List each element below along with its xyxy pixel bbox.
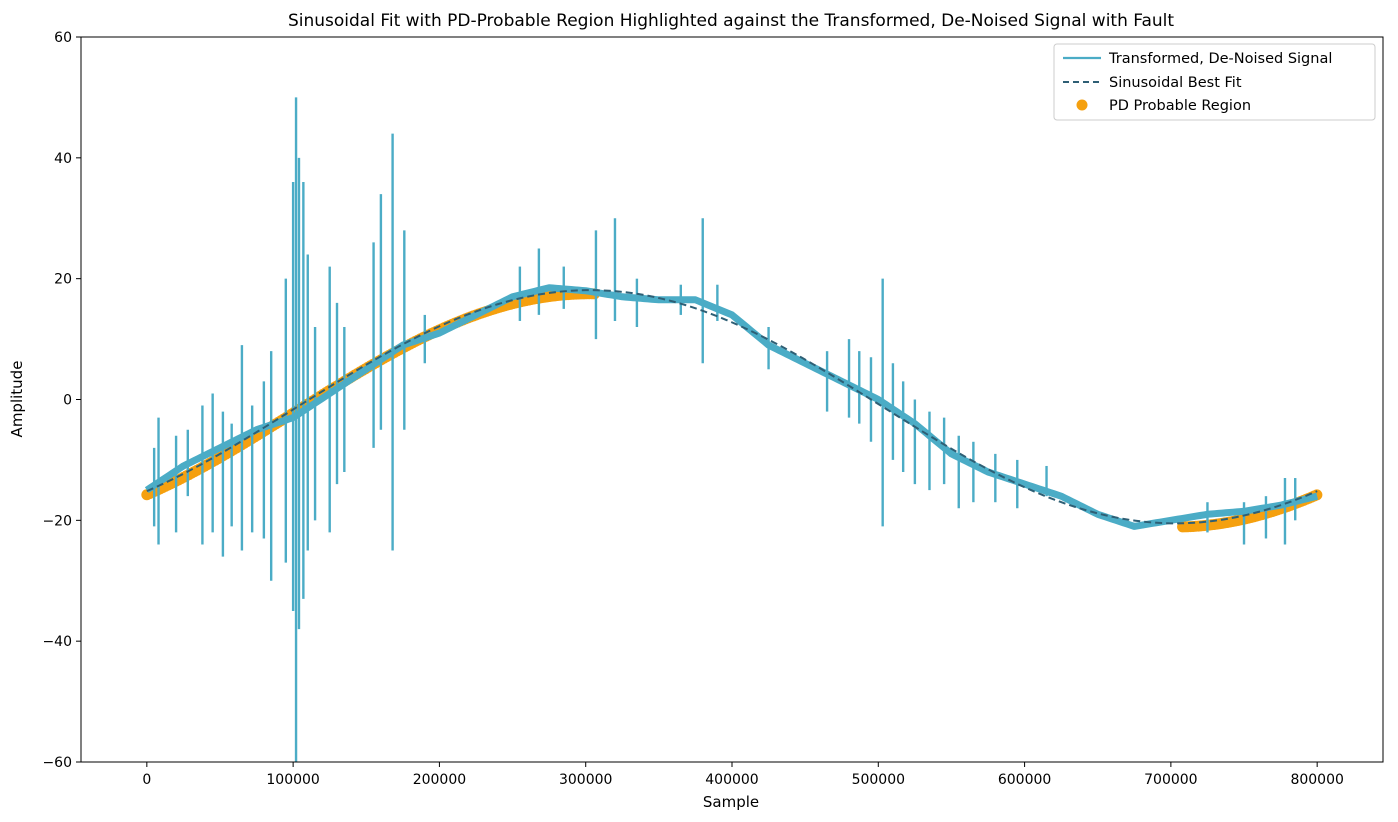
axes-frame: [80, 36, 1384, 763]
legend: Transformed, De-Noised Signal Sinusoidal…: [1053, 43, 1376, 121]
y-tick-label: 0: [63, 393, 72, 409]
chart-title: Sinusoidal Fit with PD-Probable Region H…: [288, 11, 1174, 31]
legend-label-signal: Transformed, De-Noised Signal: [1108, 51, 1332, 67]
plot-area: [141, 97, 1323, 762]
y-axis-label: Amplitude: [8, 361, 26, 438]
y-tick-label: −60: [42, 755, 72, 771]
x-tick-label: 400000: [705, 772, 758, 788]
fit-line: [146, 289, 1318, 525]
legend-swatch-pd: [1076, 99, 1088, 111]
signal-line: [144, 284, 1319, 530]
legend-label-pd: PD Probable Region: [1109, 98, 1251, 114]
x-tick-label: 300000: [559, 772, 612, 788]
x-axis-label: Sample: [703, 793, 759, 811]
x-tick-label: 0: [142, 772, 151, 788]
y-tick-label: 20: [54, 272, 72, 288]
y-tick-label: −40: [42, 634, 72, 650]
legend-box: [1053, 43, 1376, 121]
x-tick-label: 600000: [998, 772, 1051, 788]
x-axis: 0 100000 200000 300000 400000 500000 600000 700…: [142, 762, 1344, 788]
y-tick-label: 40: [54, 151, 72, 167]
pd-probable-region: [141, 288, 1323, 533]
signal-spikes: [152, 97, 1297, 762]
x-tick-label: 700000: [1144, 772, 1197, 788]
y-axis: −60 −40 −20 0 20 40 60: [42, 30, 81, 771]
y-tick-label: 60: [54, 30, 72, 46]
x-tick-label: 200000: [413, 772, 466, 788]
x-tick-label: 100000: [266, 772, 319, 788]
x-tick-label: 800000: [1290, 772, 1343, 788]
x-tick-label: 500000: [852, 772, 905, 788]
legend-label-fit: Sinusoidal Best Fit: [1109, 75, 1242, 91]
y-tick-label: −20: [42, 513, 72, 529]
